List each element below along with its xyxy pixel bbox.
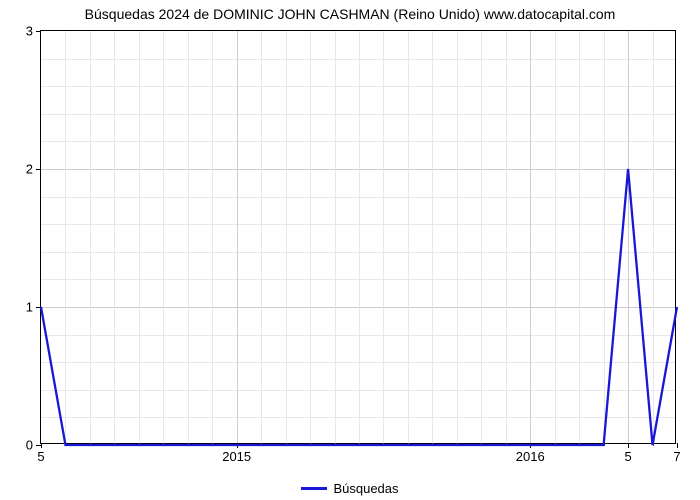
series-line — [41, 169, 677, 445]
legend-swatch — [301, 487, 327, 490]
plot-area: 012352015201657 — [40, 30, 676, 444]
chart-container: Búsquedas 2024 de DOMINIC JOHN CASHMAN (… — [0, 0, 700, 500]
legend-label: Búsquedas — [333, 481, 398, 496]
legend-item: Búsquedas — [301, 481, 398, 496]
x-tick-mark — [677, 443, 678, 448]
legend: Búsquedas — [0, 478, 700, 496]
line-series — [41, 31, 677, 445]
chart-title: Búsquedas 2024 de DOMINIC JOHN CASHMAN (… — [0, 6, 700, 22]
